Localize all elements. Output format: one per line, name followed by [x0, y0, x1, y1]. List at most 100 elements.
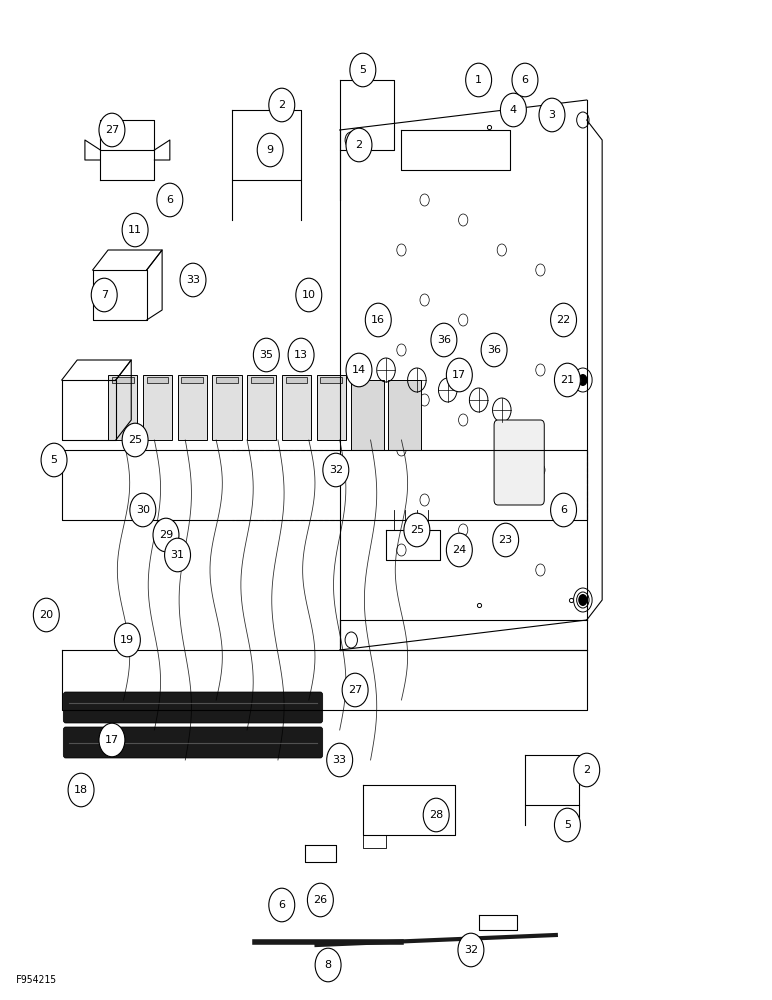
FancyBboxPatch shape [147, 377, 168, 383]
Text: 5: 5 [359, 65, 367, 75]
Circle shape [153, 518, 179, 552]
Circle shape [269, 88, 295, 122]
Circle shape [122, 423, 148, 457]
Circle shape [99, 113, 125, 147]
Circle shape [327, 743, 353, 777]
Text: 17: 17 [105, 735, 119, 745]
Circle shape [253, 338, 279, 372]
Circle shape [315, 948, 341, 982]
Circle shape [288, 338, 314, 372]
Text: 25: 25 [410, 525, 424, 535]
Text: 11: 11 [128, 225, 142, 235]
Circle shape [350, 53, 376, 87]
Text: 6: 6 [278, 900, 286, 910]
Circle shape [423, 798, 449, 832]
Circle shape [539, 98, 565, 132]
FancyBboxPatch shape [494, 420, 544, 505]
Text: 18: 18 [74, 785, 88, 795]
Circle shape [578, 374, 587, 386]
Circle shape [41, 443, 67, 477]
Circle shape [164, 538, 191, 572]
Text: 27: 27 [348, 685, 362, 695]
Text: 6: 6 [521, 75, 529, 85]
Circle shape [342, 673, 368, 707]
Text: 36: 36 [487, 345, 501, 355]
Text: 10: 10 [302, 290, 316, 300]
Circle shape [550, 303, 577, 337]
Circle shape [578, 594, 587, 606]
Text: 32: 32 [329, 465, 343, 475]
Text: 13: 13 [294, 350, 308, 360]
Text: 20: 20 [39, 610, 53, 620]
FancyBboxPatch shape [178, 375, 207, 440]
Circle shape [481, 333, 507, 367]
FancyBboxPatch shape [320, 377, 342, 383]
Circle shape [554, 363, 581, 397]
Circle shape [296, 278, 322, 312]
Text: 25: 25 [128, 435, 142, 445]
Text: 9: 9 [266, 145, 274, 155]
Circle shape [346, 128, 372, 162]
Circle shape [307, 883, 334, 917]
FancyBboxPatch shape [388, 380, 421, 450]
FancyBboxPatch shape [108, 375, 137, 440]
Text: 35: 35 [259, 350, 273, 360]
Text: 29: 29 [159, 530, 173, 540]
FancyBboxPatch shape [143, 375, 172, 440]
Text: 4: 4 [510, 105, 517, 115]
Text: 22: 22 [557, 315, 571, 325]
Text: 33: 33 [186, 275, 200, 285]
Text: 6: 6 [166, 195, 174, 205]
Circle shape [257, 133, 283, 167]
Circle shape [157, 183, 183, 217]
FancyBboxPatch shape [286, 377, 307, 383]
Text: 19: 19 [120, 635, 134, 645]
Text: 24: 24 [452, 545, 466, 555]
FancyBboxPatch shape [317, 375, 346, 440]
Text: 36: 36 [437, 335, 451, 345]
Circle shape [458, 933, 484, 967]
Text: 21: 21 [560, 375, 574, 385]
Text: 27: 27 [105, 125, 119, 135]
Text: 33: 33 [333, 755, 347, 765]
Text: 6: 6 [560, 505, 567, 515]
Text: 3: 3 [548, 110, 556, 120]
Text: 5: 5 [50, 455, 58, 465]
Text: 28: 28 [429, 810, 443, 820]
Circle shape [512, 63, 538, 97]
Text: 2: 2 [278, 100, 286, 110]
Circle shape [68, 773, 94, 807]
Text: 2: 2 [355, 140, 363, 150]
Circle shape [446, 358, 472, 392]
FancyBboxPatch shape [351, 380, 384, 450]
Text: F954215: F954215 [15, 975, 56, 985]
Text: 32: 32 [464, 945, 478, 955]
Circle shape [431, 323, 457, 357]
Circle shape [554, 808, 581, 842]
FancyBboxPatch shape [112, 377, 134, 383]
Text: 5: 5 [564, 820, 571, 830]
Circle shape [122, 213, 148, 247]
Text: 2: 2 [583, 765, 591, 775]
Circle shape [114, 623, 141, 657]
Text: 14: 14 [352, 365, 366, 375]
FancyBboxPatch shape [63, 727, 323, 758]
Text: 31: 31 [171, 550, 185, 560]
Text: 16: 16 [371, 315, 385, 325]
Circle shape [130, 493, 156, 527]
Circle shape [466, 63, 492, 97]
Circle shape [33, 598, 59, 632]
Circle shape [550, 493, 577, 527]
Text: 8: 8 [324, 960, 332, 970]
Circle shape [500, 93, 527, 127]
Circle shape [91, 278, 117, 312]
Circle shape [446, 533, 472, 567]
Text: 1: 1 [475, 75, 482, 85]
FancyBboxPatch shape [181, 377, 203, 383]
FancyBboxPatch shape [63, 692, 323, 723]
Circle shape [99, 723, 125, 757]
Circle shape [404, 513, 430, 547]
Circle shape [269, 888, 295, 922]
Circle shape [574, 753, 600, 787]
Circle shape [180, 263, 206, 297]
